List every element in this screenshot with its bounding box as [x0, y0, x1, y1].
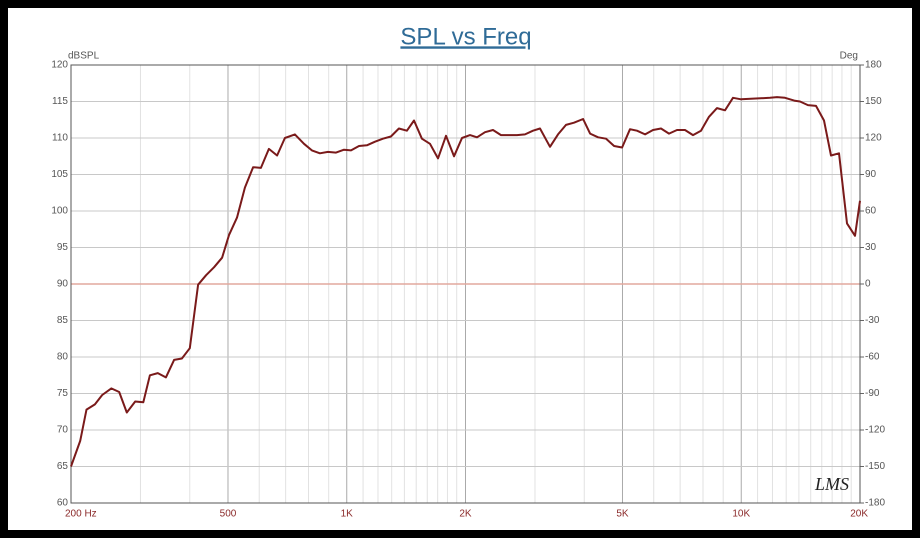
y-tick-label: 100	[51, 206, 68, 217]
y2-axis-label: Deg	[840, 51, 858, 62]
y-tick-label: 60	[57, 498, 69, 509]
y-tick-label: 110	[52, 133, 68, 144]
y-tick-label: 65	[57, 461, 69, 472]
y-tick-label: 95	[57, 242, 69, 253]
y2-tick-label: -90	[865, 388, 880, 399]
y2-tick-label: 30	[865, 242, 877, 253]
y2-tick-label: 0	[865, 279, 871, 290]
y-tick-label: 120	[51, 60, 68, 71]
plot-frame	[70, 64, 861, 504]
y2-tick-label: 90	[865, 169, 877, 180]
x-tick-label: 5K	[616, 509, 629, 520]
panel	[8, 8, 912, 530]
x-tick-label: 200 Hz	[65, 509, 97, 520]
x-tick-label: 10K	[732, 509, 750, 520]
y-tick-label: 115	[52, 96, 68, 107]
y-tick-label: 70	[57, 425, 69, 436]
y2-tick-label: -120	[865, 425, 885, 436]
y2-tick-label: 180	[865, 60, 882, 71]
y2-tick-label: 60	[865, 206, 877, 217]
y-tick-label: 85	[57, 315, 69, 326]
y2-tick-label: -180	[865, 498, 885, 509]
y2-tick-label: -30	[865, 315, 880, 326]
x-tick-label: 500	[220, 509, 237, 520]
y-tick-label: 90	[57, 279, 69, 290]
y-tick-label: 75	[57, 388, 69, 399]
x-tick-label: 20K	[850, 509, 868, 520]
y-axis-label: dBSPL	[68, 51, 100, 62]
x-tick-label: 1K	[341, 509, 354, 520]
watermark: LMS	[814, 474, 849, 494]
y2-tick-label: -60	[865, 352, 880, 363]
chart-title: SPL vs Freq	[400, 23, 531, 50]
y2-tick-label: 120	[865, 133, 882, 144]
y-tick-label: 80	[57, 352, 69, 363]
x-tick-label: 2K	[459, 509, 472, 520]
y-tick-label: 105	[51, 169, 68, 180]
y2-tick-label: 150	[865, 96, 882, 107]
y2-tick-label: -150	[865, 461, 885, 472]
spl-line	[70, 96, 861, 467]
